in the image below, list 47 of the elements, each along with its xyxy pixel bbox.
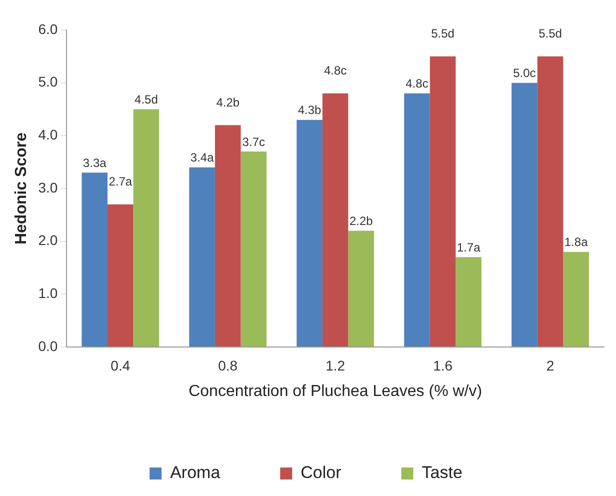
data-label: 2.7a (108, 174, 132, 189)
data-label: 4.8c (406, 76, 428, 91)
y-tick-label: 3.0 (38, 179, 58, 196)
bar (240, 152, 267, 346)
data-label: 5.5d (431, 26, 454, 41)
x-tick-label: 0.4 (110, 357, 130, 374)
x-tick-label: 0.8 (218, 357, 238, 374)
data-label: 4.8c (324, 64, 347, 78)
bar (404, 93, 430, 346)
data-label: 2.2b (349, 214, 374, 228)
data-label: 4.3b (298, 103, 322, 118)
y-tick-label: 2.0 (38, 232, 58, 248)
data-label: 5.0c (513, 66, 536, 80)
x-axis-title: Concentration of Pluchea Leaves (% w/v) (188, 382, 482, 400)
legend-label: Color (300, 463, 342, 482)
y-tick-label: 0.0 (38, 338, 58, 354)
x-tick-label: 2 (546, 357, 554, 374)
y-tick-label: 4.0 (38, 126, 58, 143)
data-label: 5.5d (538, 26, 562, 41)
data-label: 3.4a (190, 150, 214, 165)
bar (189, 167, 215, 346)
y-tick-label: 6.0 (38, 20, 58, 37)
bar (348, 230, 374, 346)
y-tick-label: 5.0 (38, 74, 58, 90)
y-tick-label: 1.0 (38, 285, 58, 302)
data-label: 1.7a (456, 240, 481, 254)
bar (563, 252, 589, 346)
data-label: 1.8a (564, 235, 588, 250)
x-tick-label: 1.2 (326, 357, 346, 374)
bar (214, 125, 241, 346)
bar (322, 93, 348, 346)
bar (430, 56, 456, 346)
bar (296, 120, 322, 346)
data-label: 3.7c (242, 134, 265, 149)
bar (512, 82, 538, 346)
y-axis-title: Hedonic Score (13, 132, 30, 245)
x-tick-label: 1.6 (433, 357, 453, 374)
legend-label: Taste (422, 463, 462, 482)
bar (537, 56, 564, 346)
data-label: 4.5d (134, 92, 158, 107)
legend-label: Aroma (170, 463, 221, 482)
bar (456, 257, 482, 346)
bar (82, 172, 108, 346)
bar (133, 109, 160, 346)
data-label: 4.2b (216, 95, 240, 110)
data-label: 3.3a (82, 156, 107, 170)
bar (108, 204, 134, 346)
